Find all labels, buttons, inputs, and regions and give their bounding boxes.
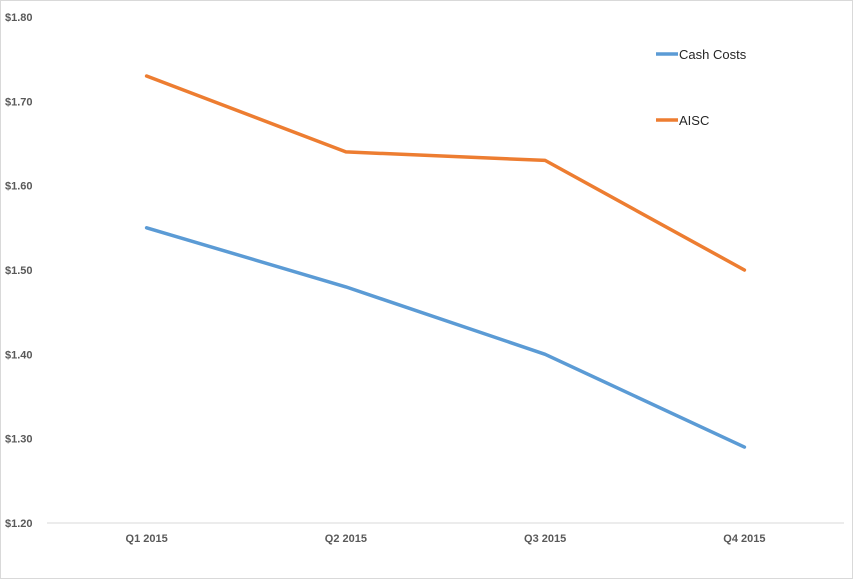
y-tick-label: $1.70 [5,96,33,108]
y-tick-label: $1.40 [5,349,33,361]
x-tick-label: Q3 2015 [524,533,566,545]
x-tick-label: Q1 2015 [126,533,168,545]
series-lines [144,74,747,449]
legend-label: AISC [679,113,709,128]
legend-item: Cash Costs [656,47,747,62]
y-tick-label: $1.60 [5,181,33,193]
legend-label: Cash Costs [679,47,747,62]
legend: Cash Costs AISC [656,47,747,128]
series-line-aisc [144,74,747,272]
y-tick-label: $1.80 [5,12,33,24]
x-axis-ticks: Q1 2015 Q2 2015 Q3 2015 Q4 2015 [126,533,766,545]
y-axis-ticks: $1.20 $1.30 $1.40 $1.50 $1.60 $1.70 $1.80 [5,12,33,530]
legend-item: AISC [656,113,709,128]
x-tick-label: Q2 2015 [325,533,367,545]
y-tick-label: $1.30 [5,434,33,446]
x-tick-label: Q4 2015 [723,533,765,545]
y-tick-label: $1.20 [5,518,33,530]
series-line-cash-costs [144,226,747,449]
y-tick-label: $1.50 [5,265,33,277]
